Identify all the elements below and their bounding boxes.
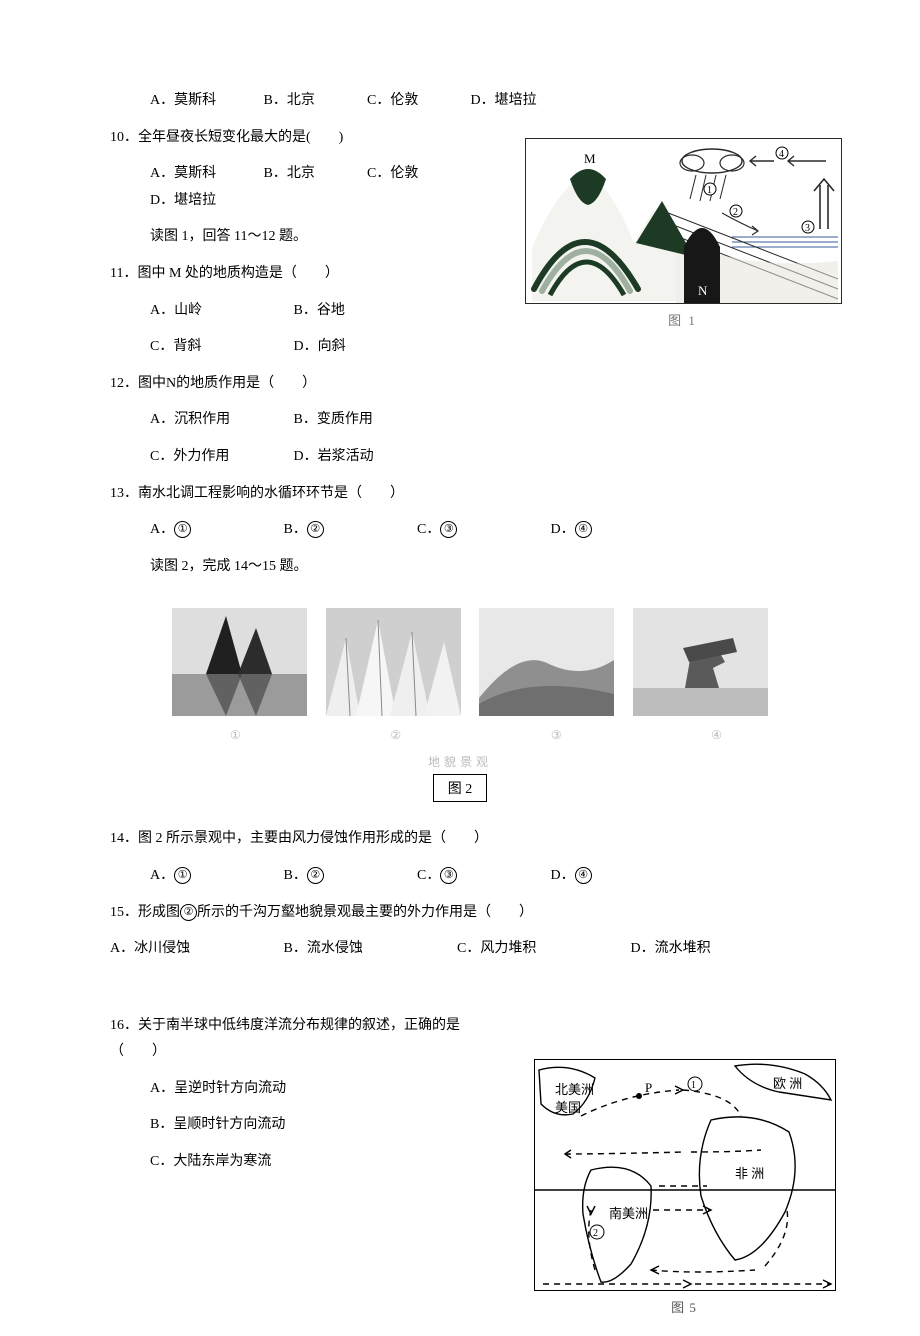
figure-2-thumb-labels: ① ② ③ ④	[110, 722, 810, 743]
q13-stem: 13．南水北调工程影响的水循环环节是（ ）	[110, 481, 810, 508]
q15-option-C: C．风力堆积	[457, 936, 627, 963]
figure-2-thumb-label-2: ②	[390, 728, 401, 743]
figure-5-label-sa: 南美洲	[609, 1206, 648, 1221]
read-figure-2: 读图 2，完成 14～15 题。	[110, 554, 810, 581]
q15-option-A: A．冰川侵蚀	[110, 936, 280, 963]
q12-option-C: C．外力作用	[150, 444, 290, 471]
q14-option-A: A．①	[150, 863, 280, 890]
figure-2-thumb-label-1: ①	[230, 728, 241, 743]
q10-option-C: C．伦敦	[367, 161, 467, 188]
figure-2-thumb-label-3: ③	[551, 728, 562, 743]
svg-text:1: 1	[691, 1080, 696, 1091]
figure-2-caption-box: 图 2	[433, 774, 488, 802]
figure-2-thumb-3	[479, 608, 614, 716]
q12-stem: 12．图中N的地质作用是（ ）	[110, 371, 810, 398]
q13-options: A．① B．② C．③ D．④	[110, 517, 810, 544]
q11-options-row2: C．背斜 D．向斜	[110, 334, 810, 361]
q9-option-C: C．伦敦	[367, 88, 467, 115]
q13-option-C: C．③	[417, 517, 547, 544]
q14-stem: 14．图 2 所示景观中，主要由风力侵蚀作用形成的是（ ）	[110, 826, 810, 853]
q9-option-B: B．北京	[264, 88, 364, 115]
q12-options-row1: A．沉积作用 B．变质作用	[110, 407, 810, 434]
figure-1: M N 1 2 3 4 图 1	[525, 138, 840, 329]
q9-options: A．莫斯科 B．北京 C．伦敦 D．堪培拉	[110, 88, 810, 115]
figure-2-thumb-label-4: ④	[711, 728, 722, 743]
figure-2-thumbnails	[110, 608, 810, 716]
svg-text:3: 3	[805, 223, 810, 234]
q11-option-C: C．背斜	[150, 334, 290, 361]
figure-2-caption: 地貌景观 图 2	[110, 753, 810, 802]
svg-text:1: 1	[707, 185, 712, 196]
q10-option-D: D．堪培拉	[150, 188, 216, 215]
q9-option-A: A．莫斯科	[150, 88, 260, 115]
figure-1-label-M: M	[584, 151, 596, 166]
figure-5-label-eu: 欧 洲	[773, 1076, 802, 1091]
q15-stem: 15．形成图②所示的千沟万壑地貌景观最主要的外力作用是（ ）	[110, 900, 810, 927]
figure-5-caption: 图 5	[534, 1297, 834, 1316]
q14-option-B: B．②	[284, 863, 414, 890]
q10-option-A: A．莫斯科	[150, 161, 260, 188]
figure-5-map: 北美洲 美国 P 欧 洲 非 洲 南美洲 1 2	[534, 1059, 836, 1291]
figure-5: 北美洲 美国 P 欧 洲 非 洲 南美洲 1 2 图 5	[534, 1059, 834, 1316]
q15-option-D: D．流水堆积	[631, 936, 711, 963]
figure-2-caption-top: 地貌景观	[110, 753, 810, 770]
figure-2-thumb-2	[326, 608, 461, 716]
q12-option-D: D．岩浆活动	[294, 444, 374, 471]
q15-option-B: B．流水侵蚀	[284, 936, 454, 963]
svg-text:2: 2	[733, 207, 738, 218]
figure-1-diagram: M N 1 2 3 4	[525, 138, 842, 304]
q13-option-A: A．①	[150, 517, 280, 544]
q11-option-A: A．山岭	[150, 298, 290, 325]
q12-options-row2: C．外力作用 D．岩浆活动	[110, 444, 810, 471]
q10-options: A．莫斯科 B．北京 C．伦敦 D．堪培拉	[110, 161, 520, 214]
figure-2-thumb-1	[172, 608, 307, 716]
q14-option-C: C．③	[417, 863, 547, 890]
q9-option-D: D．堪培拉	[471, 88, 537, 115]
figure-5-label-af: 非 洲	[735, 1166, 764, 1181]
figure-1-label-N: N	[698, 283, 708, 298]
q12-option-A: A．沉积作用	[150, 407, 290, 434]
figure-2-thumb-4	[633, 608, 768, 716]
q15-options: A．冰川侵蚀 B．流水侵蚀 C．风力堆积 D．流水堆积	[110, 936, 810, 963]
q13-option-D: D．④	[551, 517, 592, 544]
figure-5-label-na: 北美洲	[555, 1082, 594, 1097]
q16-stem: 16．关于南半球中低纬度洋流分布规律的叙述，正确的是（ ）	[110, 1013, 480, 1066]
svg-text:4: 4	[779, 149, 784, 160]
q14-option-D: D．④	[551, 863, 592, 890]
q11-option-B: B．谷地	[294, 298, 345, 325]
figure-5-label-us: 美国	[555, 1100, 581, 1115]
q10-option-B: B．北京	[264, 161, 364, 188]
figure-5-label-P: P	[645, 1080, 652, 1095]
q11-option-D: D．向斜	[294, 334, 346, 361]
q13-option-B: B．②	[284, 517, 414, 544]
q12-option-B: B．变质作用	[294, 407, 373, 434]
q14-options: A．① B．② C．③ D．④	[110, 863, 810, 890]
figure-1-caption: 图 1	[525, 310, 840, 329]
svg-text:2: 2	[593, 1228, 598, 1239]
